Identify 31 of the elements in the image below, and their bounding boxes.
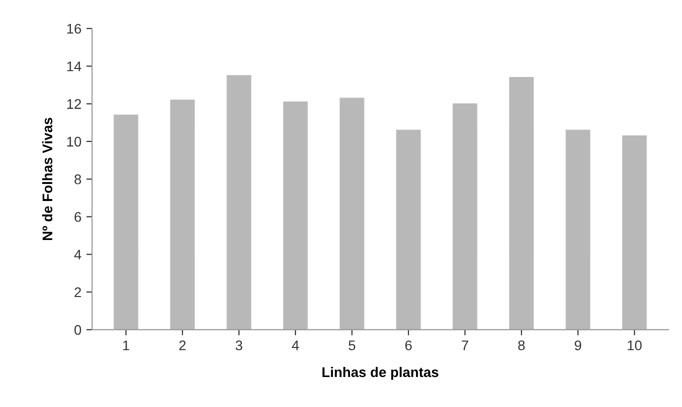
x-tick-label: 4: [292, 340, 299, 350]
y-tick-label: 4: [74, 250, 82, 260]
bar: [566, 130, 590, 330]
y-tick-label: 2: [74, 287, 81, 298]
bar: [622, 135, 647, 330]
bar: [283, 101, 308, 330]
y-tick-label: 14: [67, 62, 82, 72]
x-tick-label: 6: [405, 340, 412, 350]
x-tick-label: 2: [179, 340, 186, 350]
y-tick-label: 8: [74, 174, 82, 184]
x-tick-label: 10: [628, 340, 642, 350]
y-tick-label: 16: [67, 24, 82, 34]
bar: [340, 98, 364, 330]
x-tick-label: 1: [123, 340, 130, 350]
x-tick-label: 7: [462, 340, 468, 350]
bar: [452, 103, 478, 330]
x-axis-title: Linhas de plantas: [322, 366, 438, 380]
y-tick-label: 6: [74, 212, 82, 222]
x-tick-label: 8: [518, 340, 525, 350]
bar: [509, 77, 534, 330]
bar: [396, 130, 421, 330]
bar: [170, 100, 195, 330]
x-tick-label: 3: [236, 340, 242, 350]
y-tick-label: 10: [67, 136, 82, 147]
y-tick-label: 12: [67, 99, 81, 109]
x-tick-label: 9: [574, 340, 582, 350]
y-axis-title: Nº de Folhas Vivas: [42, 118, 52, 240]
bar: [226, 75, 252, 330]
bar: [114, 114, 138, 330]
y-tick-label: 0: [74, 325, 82, 335]
x-tick-label: 5: [348, 340, 356, 350]
